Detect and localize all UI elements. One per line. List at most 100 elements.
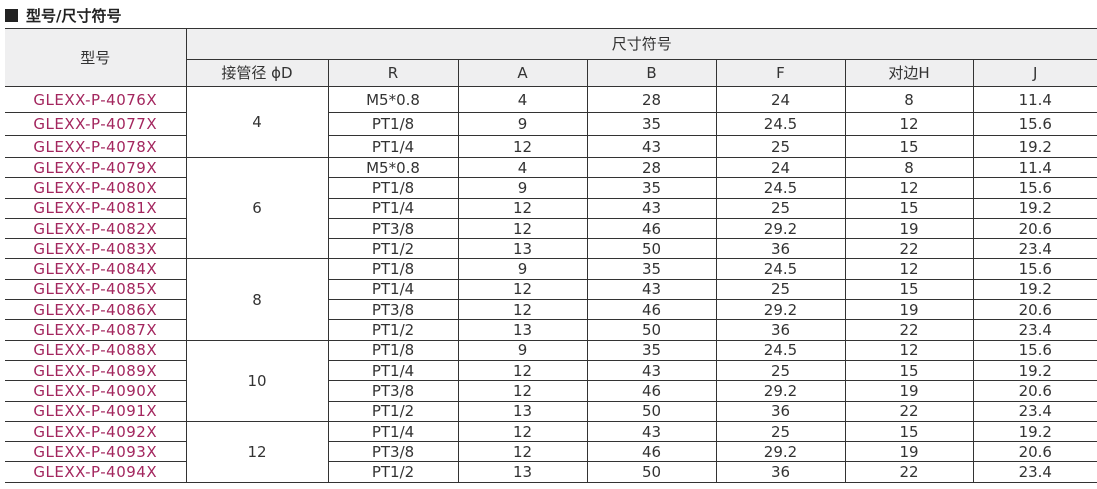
value-cell: PT3/8 (327, 380, 459, 402)
value-cell: 24.5 (715, 258, 846, 280)
value-cell: 15 (844, 278, 974, 301)
tube-diameter-cell: 12 (185, 420, 329, 483)
value-cell: 24 (715, 156, 846, 179)
value-cell: 43 (586, 197, 717, 219)
value-cell: 25 (715, 135, 846, 158)
value-cell: 35 (586, 339, 717, 361)
value-cell: 35 (586, 258, 717, 280)
value-cell: 12 (844, 177, 974, 199)
header-col: F (715, 59, 846, 87)
table-row: GLEXX-P-4091X PT1/2 13 50 36 22 23.4 (5, 400, 1097, 422)
value-cell: 25 (715, 278, 846, 301)
model-cell: GLEXX-P-4087X (5, 319, 187, 341)
value-cell: 19 (844, 299, 974, 321)
value-cell: 11.4 (972, 86, 1097, 113)
dimension-table: 型号 尺寸符号 接管径 ϕD R A B F 对边H J GLEXX-P-4076X 4 M5*0… (5, 28, 1097, 483)
value-cell: 9 (457, 258, 588, 280)
value-cell: 22 (844, 238, 974, 260)
value-cell: 24.5 (715, 339, 846, 361)
value-cell: 23.4 (972, 238, 1097, 260)
value-cell: 15 (844, 420, 974, 443)
value-cell: PT3/8 (327, 441, 459, 463)
value-cell: 24.5 (715, 112, 846, 136)
value-cell: PT1/2 (327, 400, 459, 422)
value-cell: PT1/4 (327, 278, 459, 301)
tube-diameter-cell: 6 (185, 156, 329, 260)
value-cell: 12 (844, 258, 974, 280)
value-cell: PT3/8 (327, 299, 459, 321)
value-cell: 15 (844, 135, 974, 158)
table-row: GLEXX-P-4078X PT1/4 12 43 25 15 19.2 (5, 135, 1097, 158)
value-cell: 19.2 (972, 359, 1097, 382)
value-cell: 20.6 (972, 299, 1097, 321)
value-cell: 12 (844, 339, 974, 361)
value-cell: 46 (586, 380, 717, 402)
value-cell: 35 (586, 112, 717, 136)
value-cell: 12 (457, 197, 588, 219)
value-cell: 15.6 (972, 339, 1097, 361)
value-cell: 19.2 (972, 278, 1097, 301)
table-row: GLEXX-P-4092X 12 PT1/4 12 43 25 15 19.2 (5, 420, 1097, 483)
value-cell: 8 (844, 86, 974, 113)
table-row: GLEXX-P-4086X PT3/8 12 46 29.2 19 20.6 (5, 299, 1097, 321)
value-cell: 43 (586, 420, 717, 443)
model-cell: GLEXX-P-4080X (5, 177, 187, 199)
tube-diameter-cell: 4 (185, 86, 329, 158)
model-cell: GLEXX-P-4077X (5, 112, 187, 136)
value-cell: 46 (586, 217, 717, 240)
value-cell: PT1/2 (327, 238, 459, 260)
model-cell: GLEXX-P-4094X (5, 461, 187, 483)
value-cell: 29.2 (715, 441, 846, 463)
value-cell: 36 (715, 319, 846, 341)
tube-diameter-cell: 8 (185, 258, 329, 341)
header-col: B (586, 59, 717, 87)
value-cell: 43 (586, 135, 717, 158)
table-row: GLEXX-P-4080X PT1/8 9 35 24.5 12 15.6 (5, 177, 1097, 199)
value-cell: 50 (586, 400, 717, 422)
table-row: GLEXX-P-4079X 6 M5*0.8 4 28 24 8 11.4 (5, 156, 1097, 260)
value-cell: 43 (586, 359, 717, 382)
value-cell: 25 (715, 359, 846, 382)
model-cell: GLEXX-P-4076X (5, 86, 187, 113)
value-cell: 50 (586, 238, 717, 260)
value-cell: 25 (715, 420, 846, 443)
model-cell: GLEXX-P-4079X (5, 156, 187, 179)
value-cell: PT1/8 (327, 339, 459, 361)
value-cell: 12 (457, 135, 588, 158)
value-cell: PT1/4 (327, 135, 459, 158)
table-row: GLEXX-P-4085X PT1/4 12 43 25 15 19.2 (5, 278, 1097, 301)
table-row: GLEXX-P-4084X 8 PT1/8 9 35 24.5 12 15.6 (5, 258, 1097, 341)
value-cell: PT3/8 (327, 217, 459, 240)
value-cell: 20.6 (972, 217, 1097, 240)
value-cell: 22 (844, 461, 974, 483)
value-cell: 12 (844, 112, 974, 136)
value-cell: 28 (586, 86, 717, 113)
model-cell: GLEXX-P-4093X (5, 441, 187, 463)
section-title: 型号/尺寸符号 (5, 5, 121, 26)
value-cell: 15 (844, 197, 974, 219)
value-cell: 12 (457, 299, 588, 321)
value-cell: 50 (586, 461, 717, 483)
table-row: GLEXX-P-4076X 4 M5*0.8 4 28 24 8 11.4 (5, 86, 1097, 158)
value-cell: 13 (457, 400, 588, 422)
table-row: GLEXX-P-4090X PT3/8 12 46 29.2 19 20.6 (5, 380, 1097, 402)
value-cell: 20.6 (972, 380, 1097, 402)
model-cell: GLEXX-P-4083X (5, 238, 187, 260)
header-model: 型号 (5, 28, 187, 87)
value-cell: 24.5 (715, 177, 846, 199)
value-cell: 24 (715, 86, 846, 113)
value-cell: 12 (457, 441, 588, 463)
table-row: GLEXX-P-4083X PT1/2 13 50 36 22 23.4 (5, 238, 1097, 260)
value-cell: 9 (457, 112, 588, 136)
value-cell: 20.6 (972, 441, 1097, 463)
table-row: GLEXX-P-4094X PT1/2 13 50 36 22 23.4 (5, 461, 1097, 483)
value-cell: PT1/2 (327, 461, 459, 483)
value-cell: 4 (457, 156, 588, 179)
value-cell: 36 (715, 461, 846, 483)
value-cell: 19 (844, 441, 974, 463)
section-title-text: 型号/尺寸符号 (26, 7, 122, 25)
value-cell: 43 (586, 278, 717, 301)
header-col: 对边H (844, 59, 974, 87)
value-cell: 35 (586, 177, 717, 199)
value-cell: PT1/4 (327, 359, 459, 382)
